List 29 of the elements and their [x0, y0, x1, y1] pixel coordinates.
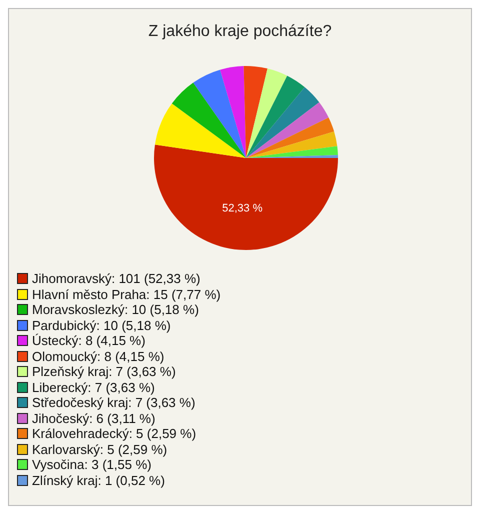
- legend-label: Vysočina: 3 (1,55 %): [32, 457, 152, 472]
- data-label: 52,33 %: [222, 202, 263, 214]
- pie-slice: [193, 70, 246, 158]
- legend-label: Hlavní město Praha: 15 (7,77 %): [32, 286, 221, 302]
- pie-slice: [246, 118, 334, 158]
- pie-slice: [220, 66, 246, 158]
- legend-label: Liberecký: 7 (3,63 %): [32, 380, 155, 395]
- legend-label: Karlovarský: 5 (2,59 %): [32, 442, 168, 457]
- legend-label: Jihočeský: 6 (3,11 %): [32, 410, 156, 426]
- legend-label: Středočeský kraj: 7 (3,63 %): [32, 395, 196, 410]
- pie-slice: [244, 66, 268, 158]
- pie-slice: [246, 102, 329, 158]
- pie-slice: [154, 144, 338, 250]
- legend-label: Moravskoslezký: 10 (5,18 %): [32, 302, 199, 318]
- pie-slice: [246, 131, 338, 158]
- pie-slice: [246, 87, 320, 158]
- legend-label: Olomoucký: 8 (4,15 %): [32, 348, 164, 364]
- legend-label: Zlínský kraj: 1 (0,52 %): [32, 472, 165, 488]
- pie-slice: [246, 68, 288, 158]
- pie-slice: [172, 82, 246, 158]
- legend-label: Královehradecký: 5 (2,59 %): [32, 426, 196, 442]
- legend-label: Plzeňský kraj: 7 (3,63 %): [32, 364, 176, 380]
- pie-slice: [154, 103, 246, 158]
- pie-slice: [246, 76, 305, 158]
- legend-label: Pardubický: 10 (5,18 %): [32, 318, 171, 333]
- legend-label: Jihomoravský: 101 (52,33 %): [32, 271, 200, 286]
- chart-title: Z jakého kraje pocházíte?: [147, 22, 333, 42]
- pie-slice: [246, 146, 338, 158]
- legend-label: Ústecký: 8 (4,15 %): [32, 333, 146, 348]
